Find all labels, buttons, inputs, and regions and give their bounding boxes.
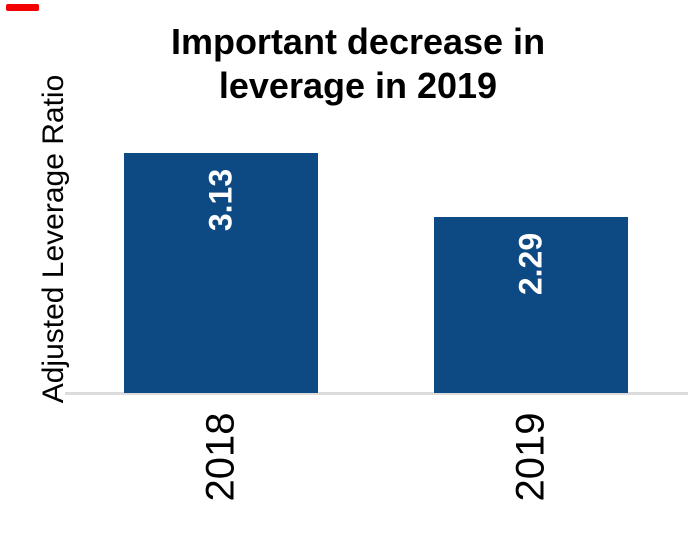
red-annotation-dash [6,4,39,11]
x-axis-line [65,392,688,395]
bar-value-label-2018: 3.13 [202,168,239,232]
x-tick-label-2018: 2018 [198,412,243,502]
bar-2019 [434,217,628,393]
x-tick-label-2019: 2019 [508,412,553,502]
bar-value-label-2019: 2.29 [512,232,549,296]
chart-title-line-1: Important decrease in [170,21,546,62]
chart-title-line-2: leverage in 2019 [218,65,498,106]
bar-2018 [124,153,318,393]
chart-title: Important decrease in leverage in 2019 [18,20,698,108]
y-axis-title: Adjusted Leverage Ratio [37,74,70,404]
